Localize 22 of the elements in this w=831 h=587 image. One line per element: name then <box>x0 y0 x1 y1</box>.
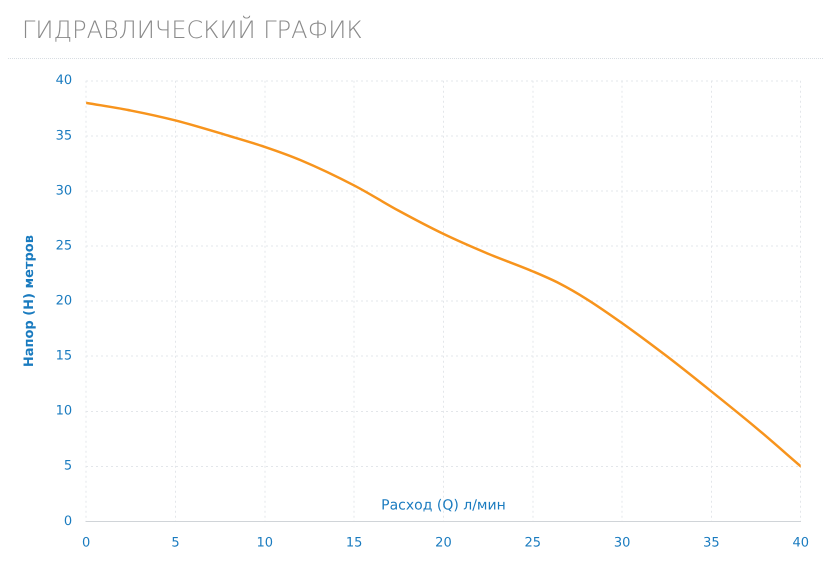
x-tick-label: 0 <box>82 536 90 551</box>
y-tick-label: 20 <box>56 293 72 308</box>
x-tick-label: 25 <box>524 536 542 551</box>
x-axis-title: Расход (Q) л/мин <box>381 497 506 514</box>
y-tick-label: 15 <box>56 348 72 364</box>
x-tick-label: 20 <box>435 536 452 551</box>
y-tick-label: 5 <box>64 458 72 474</box>
y-tick-label: 30 <box>56 183 72 198</box>
chart-title: ГИДРАВЛИЧЕСКИЙ ГРАФИК <box>8 8 823 59</box>
y-tick-label: 0 <box>64 514 72 529</box>
line-series <box>86 102 801 468</box>
y-tick-label: 25 <box>56 238 72 254</box>
y-tick-label: 40 <box>56 73 72 88</box>
x-tick-label: 5 <box>171 536 180 551</box>
x-tick-label: 35 <box>703 536 720 551</box>
x-tick-label: 40 <box>792 536 809 551</box>
y-tick-label: 10 <box>56 404 72 419</box>
y-axis-title: Напор (H) метров <box>22 235 38 368</box>
x-tick-label: 10 <box>256 536 274 551</box>
x-tick-label: 15 <box>346 536 362 551</box>
y-tick-label: 35 <box>56 128 72 144</box>
x-tick-label: 30 <box>614 536 630 551</box>
